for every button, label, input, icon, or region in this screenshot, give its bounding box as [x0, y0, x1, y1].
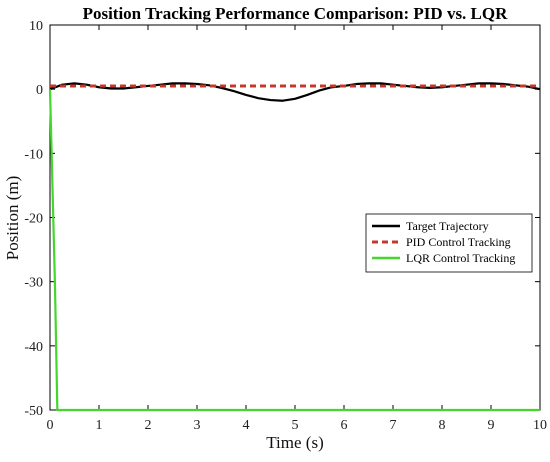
y-tick-label: -50 [24, 404, 43, 419]
series-line-lqr-control-tracking [48, 89, 540, 412]
series-layer [48, 82, 541, 412]
x-tick-label: 4 [243, 418, 250, 433]
legend-label: PID Control Tracking [406, 235, 511, 249]
x-tick-label: 6 [341, 418, 348, 433]
y-tick-label: -30 [24, 276, 43, 291]
x-axis-ticks: 0 1 2 3 4 5 6 7 8 9 10 [47, 25, 547, 433]
y-tick-label: -40 [24, 340, 43, 355]
x-tick-label: 10 [533, 418, 547, 433]
x-tick-label: 7 [390, 418, 397, 433]
legend-label: LQR Control Tracking [406, 251, 515, 265]
y-tick-label: -10 [24, 147, 43, 162]
x-tick-label: 2 [145, 418, 152, 433]
series-line-target-trajectory [49, 82, 541, 102]
legend-items: Target Trajectory PID Control Tracking LQR… [372, 219, 515, 265]
y-tick-label: -20 [24, 212, 43, 227]
x-tick-label: 3 [194, 418, 201, 433]
x-axis-title: Time (s) [266, 433, 323, 452]
legend: Target Trajectory PID Control Tracking LQR… [365, 213, 533, 273]
x-tick-label: 8 [439, 418, 446, 433]
y-axis-title: Position (m) [3, 176, 22, 261]
x-tick-label: 0 [47, 418, 54, 433]
y-axis-ticks: 10 0 -10 -20 -30 -40 -50 [24, 19, 540, 419]
x-tick-label: 5 [292, 418, 299, 433]
y-tick-label: 0 [36, 83, 43, 98]
x-tick-label: 1 [96, 418, 103, 433]
y-tick-label: 10 [29, 19, 43, 34]
chart-title: Position Tracking Performance Comparison… [83, 4, 509, 23]
x-tick-label: 9 [488, 418, 495, 433]
legend-label: Target Trajectory [406, 219, 489, 233]
